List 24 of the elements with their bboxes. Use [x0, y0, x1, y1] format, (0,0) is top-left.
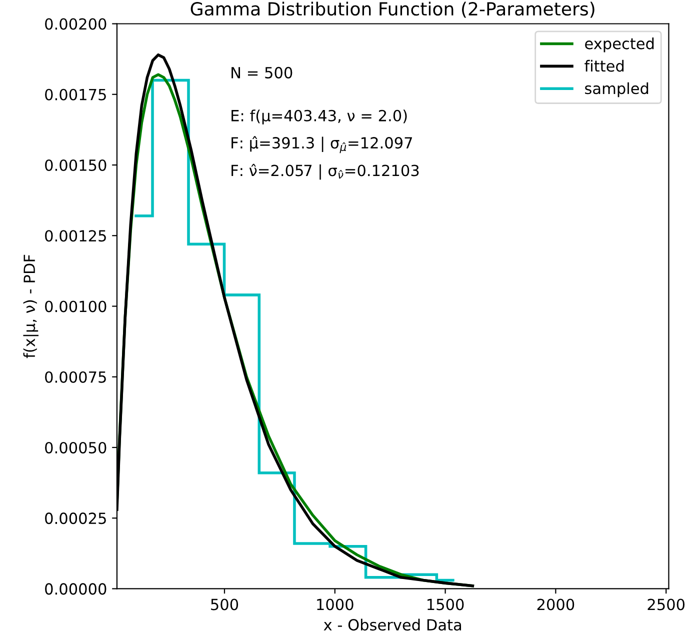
- annotation: F: ν̂=2.057 | σ$_{ν̂}$=0.12103: [232, 164, 419, 180]
- y-tick-label: 0.00025: [45, 512, 106, 524]
- legend-label: fitted: [584, 60, 624, 72]
- y-tick-label: 0.00200: [45, 18, 106, 30]
- y-tick-label: 0.00175: [45, 88, 106, 100]
- x-tick-label: 2000: [537, 598, 574, 610]
- annotation: N = 500: [232, 66, 292, 78]
- x-tick-label: 1500: [428, 598, 464, 610]
- y-tick-label: 0.00000: [45, 583, 106, 595]
- legend-label: expected: [585, 38, 654, 52]
- x-tick-label: 2500: [648, 598, 685, 610]
- legend-label: sampled: [585, 82, 648, 98]
- annotation: F: μ̂=391.3 | σ$_{μ̂}$=12.097: [232, 136, 412, 154]
- y-tick-label: 0.00100: [45, 300, 106, 312]
- chart-title: Gamma Distribution Function (2-Parameters): [190, 2, 594, 18]
- y-tick-label: 0.00125: [45, 230, 106, 242]
- x-tick-label: 1000: [317, 598, 354, 610]
- y-tick-label: 0.00050: [45, 442, 106, 454]
- y-tick-label: 0.00075: [45, 371, 106, 383]
- x-axis-title: x - Observed Data: [324, 618, 462, 631]
- y-tick-label: 0.00150: [45, 159, 106, 172]
- annotation: E: f(μ=403.43, ν = 2.0): [232, 110, 407, 124]
- y-axis-title: f(x|μ, ν) - PDF: [23, 254, 39, 358]
- x-tick-label: 500: [211, 598, 238, 610]
